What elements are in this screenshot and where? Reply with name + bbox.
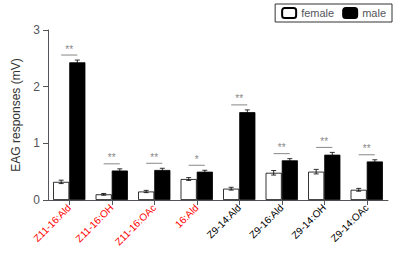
svg-text:**: ** [235,93,243,104]
svg-text:16:Ald: 16:Ald [173,202,201,230]
svg-text:Z11-16:OAc: Z11-16:OAc [113,202,158,247]
svg-text:Z9-16:Ald: Z9-16:Ald [247,202,285,240]
svg-text:Z11-16:OH: Z11-16:OH [73,202,115,244]
svg-text:**: ** [150,152,158,163]
svg-text:3: 3 [33,23,40,37]
svg-text:**: ** [363,143,371,154]
svg-text:**: ** [320,136,328,147]
svg-text:**: ** [108,152,116,163]
svg-text:**: ** [65,44,73,55]
svg-text:Z9-14:Ald: Z9-14:Ald [205,202,243,240]
svg-text:male: male [362,7,386,19]
svg-text:**: ** [278,142,286,153]
svg-text:*: * [195,154,199,165]
svg-text:EAG responses (mV): EAG responses (mV) [9,58,23,171]
svg-text:female: female [301,7,334,19]
svg-text:1: 1 [33,136,40,150]
svg-text:0: 0 [33,193,40,207]
svg-text:Z9-14:OH: Z9-14:OH [289,202,328,241]
svg-text:Z11-16:Ald: Z11-16:Ald [31,202,73,244]
svg-text:2: 2 [33,80,40,94]
svg-text:Z9-14:OAc: Z9-14:OAc [329,202,371,244]
